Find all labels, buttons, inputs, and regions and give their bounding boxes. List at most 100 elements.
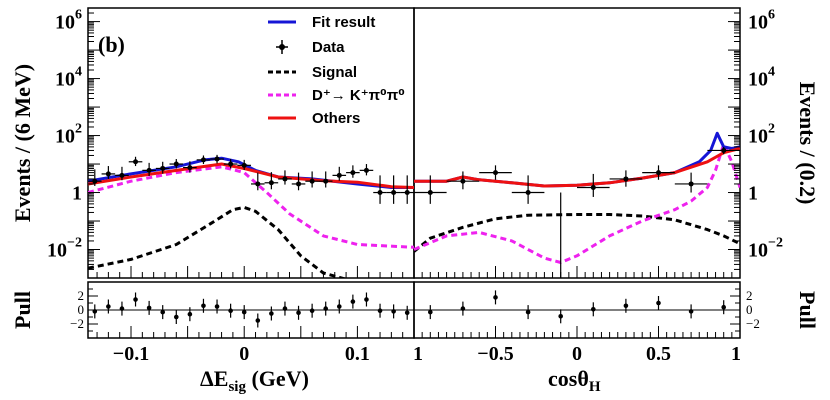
left-y-tick-label: 1 [72,183,82,205]
left-ylabel: Events / (6 MeV) [10,64,35,222]
right-pull-point [591,307,596,312]
right-y-tick-label-base: 10 [748,69,768,91]
left-pull-point [404,310,410,316]
left-others-curve [88,162,414,189]
right-y-tick-label: 106 [748,8,775,34]
right-x-tick-label: −0.5 [477,343,513,365]
left-y-tick-label-base: 10 [55,12,75,34]
left-data-point [350,170,356,176]
right-y-tick-label-exp: −2 [768,236,783,251]
left-data-point [282,176,288,182]
left-pull-point [269,311,274,316]
left-peaking-bkg-curve [88,165,414,249]
left-pull-point [255,318,261,323]
left-data-point [404,190,410,196]
left-pull-point [296,310,301,316]
right-peaking-bkg-curve [414,142,740,264]
right-pull-point [688,309,694,314]
left-data-point [268,180,274,186]
left-xlabel-main: ΔE [200,366,228,391]
left-data-point [363,167,369,173]
right-data-point [721,147,727,153]
legend-label-others: Others [312,110,360,127]
left-data-point [214,156,220,162]
left-pull-point [201,303,206,309]
left-pull-point [187,311,193,317]
left-data-point [391,190,397,196]
left-y-tick-label-exp: 4 [75,65,82,80]
right-y-tick-label-base: 10 [748,12,768,34]
left-x-tick-label: 0 [239,343,249,365]
right-y-tick-label-exp: 4 [768,65,775,80]
right-y-tick-label-base: 10 [748,240,768,262]
left-pull-point [323,306,329,311]
left-data-point [296,181,302,187]
right-data-point [656,170,661,176]
right-x-tick-label: 0 [572,343,582,365]
left-xlabel-unit: (GeV) [246,366,309,391]
right-pull-point [558,314,563,319]
left-data-point [187,165,193,171]
left-pull-point [173,314,179,320]
right-data-point [460,178,466,184]
right-pull-point [493,295,498,300]
left-data-point [92,178,98,184]
right-signal-curve [414,213,740,253]
left-pull-tick-label: −2 [70,316,84,331]
right-data-point [623,176,629,182]
left-pull-tick-label: 2 [78,288,85,303]
left-data-point [309,178,315,184]
left-pull-point [214,304,220,309]
right-xlabel: cosθH [548,366,601,395]
right-pull-ylabel: Pull [795,291,820,329]
left-pull-point [309,308,315,314]
axis-ticks [88,7,741,339]
left-y-tick-label-base: 10 [55,126,75,148]
right-pull-tick-label: 0 [746,302,753,317]
right-pull-point [721,304,726,310]
left-y-tick-label: 104 [55,65,82,91]
left-data-point [146,167,152,173]
left-pull-point [282,306,288,311]
left-pull-point [241,309,247,315]
left-pull-point [119,306,125,311]
left-data-point [255,181,261,187]
left-y-tick-label-exp: 2 [75,122,82,137]
right-y-tick-label: 1 [748,183,758,205]
right-x-tick-label: 0.5 [646,343,671,365]
left-y-tick-label-exp: 6 [75,8,82,23]
legend-label-fit: Fit result [312,14,375,31]
left-y-tick-label-base: 10 [55,69,75,91]
left-pull-point [391,309,396,314]
left-data-point [105,171,111,177]
left-y-tick-label: 10−2 [47,236,82,262]
left-data-point [228,161,234,167]
left-xlabel-sub: sig [228,379,246,395]
right-main-frame [413,7,741,279]
data-marks [88,146,740,328]
left-data-point [323,178,329,184]
left-pull-point [160,309,166,315]
left-main-frame [87,7,415,279]
right-pull-tick-label: −2 [746,316,760,331]
left-y-tick-label: 106 [55,8,82,34]
left-y-tick-label-base: 10 [47,240,67,262]
legend-label-signal: Signal [312,64,357,81]
left-x-tick-label: −0.1 [113,343,149,365]
left-pull-tick-label: 0 [78,302,85,317]
left-pull-ylabel: Pull [10,291,35,329]
left-curves [88,156,414,278]
left-pull-point [350,299,356,304]
right-x-tick-label: 1 [413,343,423,365]
right-x-tick-label: 1 [731,343,741,365]
right-y-tick-label-exp: 6 [768,8,775,23]
right-pull-point [460,306,466,311]
left-y-tick-label-base: 1 [72,183,82,205]
right-data-point [525,190,531,196]
left-x-tick-label: 0.1 [345,343,370,365]
left-y-tick-label-exp: −2 [67,236,82,251]
left-data-point [336,172,342,178]
right-xlabel-main: cosθ [548,366,589,391]
